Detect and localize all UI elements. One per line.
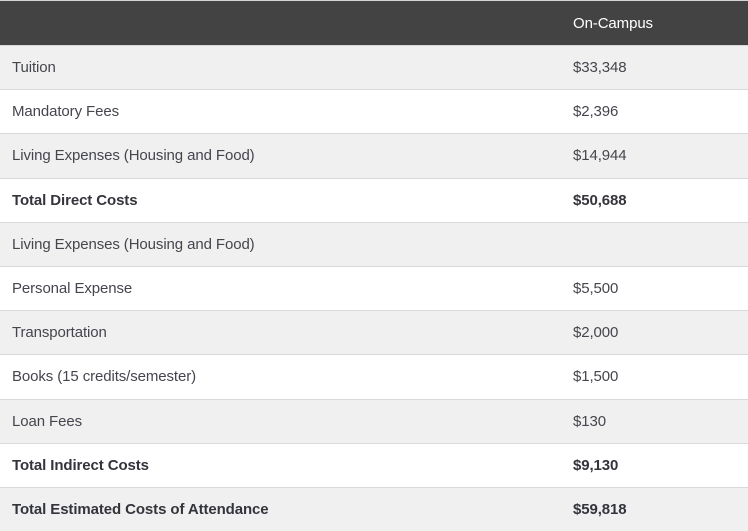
row-value: $14,944 (573, 147, 627, 165)
table-row: Loan Fees $130 (0, 398, 748, 443)
table-row: Living Expenses (Housing and Food) (0, 221, 748, 266)
table-row: Total Direct Costs $50,688 (0, 177, 748, 222)
row-value: $1,500 (573, 368, 619, 386)
row-label: Tuition (12, 59, 56, 77)
row-label: Transportation (12, 324, 107, 342)
table-row: Tuition $33,348 (0, 45, 748, 90)
row-label: Living Expenses (Housing and Food) (12, 147, 255, 165)
row-label: Personal Expense (12, 280, 133, 298)
table-body: Tuition $33,348 Mandatory Fees $2,396 Li… (0, 45, 748, 531)
table-row: Total Estimated Costs of Attendance $59,… (0, 486, 748, 531)
row-label: Mandatory Fees (12, 103, 119, 121)
row-label: Loan Fees (12, 412, 82, 430)
table-row: Personal Expense $5,500 (0, 265, 748, 311)
row-label: Living Expenses (Housing and Food) (12, 235, 255, 253)
row-value: $50,688 (573, 191, 627, 209)
row-value: $130 (573, 412, 606, 430)
row-label: Books (15 credits/semester) (12, 368, 197, 386)
row-value: $2,000 (573, 324, 619, 342)
row-value: $9,130 (573, 456, 619, 474)
table-header-row: On-Campus (0, 1, 748, 45)
table-row: Transportation $2,000 (0, 310, 748, 355)
row-value: $59,818 (573, 500, 627, 518)
table-row: Living Expenses (Housing and Food) $14,9… (0, 133, 748, 178)
row-value: $5,500 (573, 280, 619, 298)
row-value: $33,348 (573, 59, 627, 77)
row-value (573, 223, 748, 266)
row-label: Total Direct Costs (12, 191, 138, 209)
table-row: Mandatory Fees $2,396 (0, 89, 748, 134)
table-row: Total Indirect Costs $9,130 (0, 442, 748, 487)
header-empty-cell (0, 1, 573, 45)
row-label: Total Estimated Costs of Attendance (12, 500, 269, 518)
table-row: Books (15 credits/semester) $1,500 (0, 354, 748, 399)
row-value: $2,396 (573, 103, 619, 121)
header-on-campus-cell: On-Campus (573, 14, 653, 32)
row-label: Total Indirect Costs (12, 456, 149, 474)
